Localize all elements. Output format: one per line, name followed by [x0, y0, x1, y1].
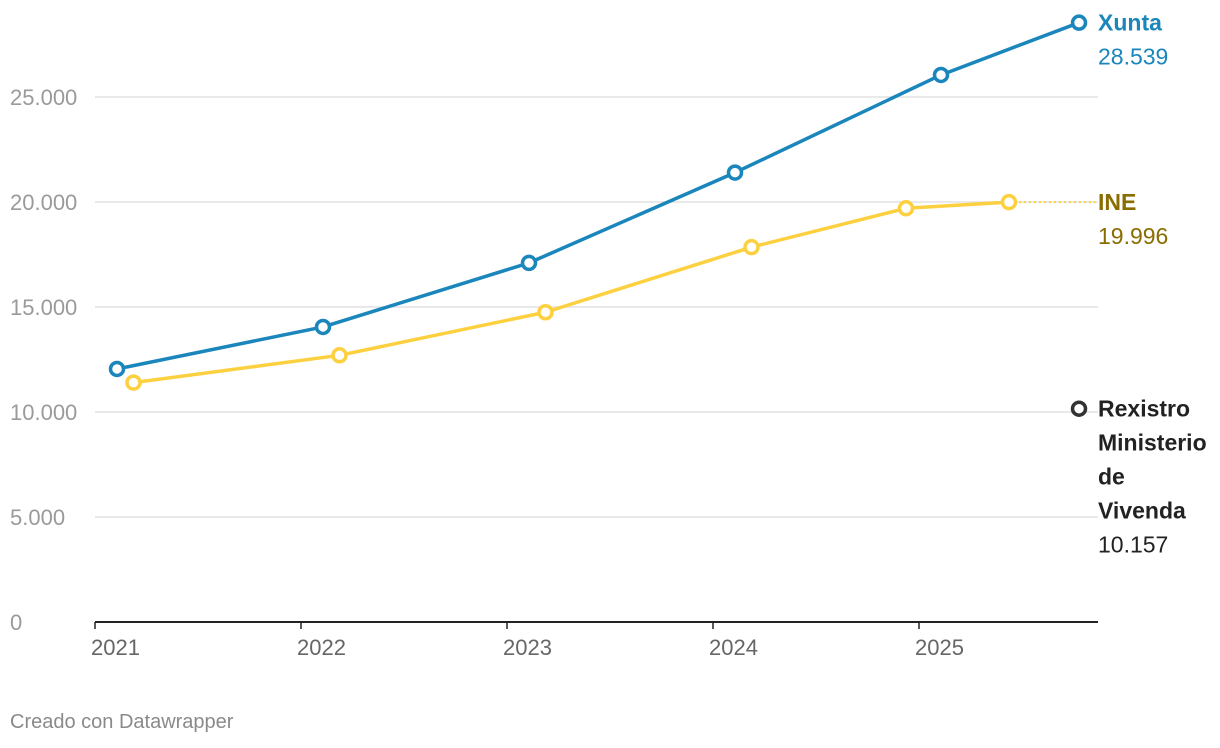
y-tick-label: 5.000 [10, 505, 65, 530]
x-tick-label: 2024 [709, 635, 758, 660]
series-name-label: Ministerio [1098, 430, 1207, 456]
data-point [331, 347, 348, 364]
y-tick-label: 20.000 [10, 190, 77, 215]
series-name-label: Xunta [1098, 10, 1162, 36]
data-point [932, 66, 950, 84]
y-tick-label: 15.000 [10, 295, 77, 320]
series-line [133, 200, 1010, 385]
data-point [1000, 193, 1018, 211]
data-point [520, 254, 538, 272]
data-point [743, 238, 760, 256]
data-point [125, 374, 142, 391]
chart-credit: Creado con Datawrapper [10, 711, 234, 733]
series-name-label: Rexistro [1098, 396, 1190, 422]
x-tick-label: 2022 [297, 635, 346, 660]
y-tick-label: 0 [10, 610, 22, 635]
series-value-label: 10.157 [1098, 532, 1168, 558]
y-tick-label: 10.000 [10, 400, 77, 425]
data-point [537, 304, 554, 321]
data-point [897, 200, 915, 217]
y-tick-label: 25.000 [10, 85, 77, 110]
data-point [726, 164, 744, 181]
series [108, 14, 1096, 417]
x-tick-label: 2023 [503, 635, 552, 660]
data-point [1070, 14, 1088, 31]
axes: 0 5.000 10.000 15.000 20.000 25.000 2021 2022 20… [10, 85, 1098, 660]
series-value-label: 19.996 [1098, 223, 1168, 249]
series-name-label: INE [1098, 189, 1136, 215]
data-point [108, 360, 126, 378]
gridlines [95, 96, 1098, 518]
data-point [1070, 400, 1088, 417]
x-tick-label: 2025 [915, 635, 964, 660]
series-name-label: Vivenda [1098, 498, 1186, 524]
series-labels: Xunta 28.539 INE 19.996 Rexistro Ministerio de… [1098, 10, 1207, 558]
data-point [314, 318, 332, 336]
series-line [116, 21, 1080, 371]
series-value-label: 28.539 [1098, 44, 1168, 70]
x-tick-label: 2021 [91, 635, 140, 660]
series-name-label: de [1098, 464, 1125, 490]
